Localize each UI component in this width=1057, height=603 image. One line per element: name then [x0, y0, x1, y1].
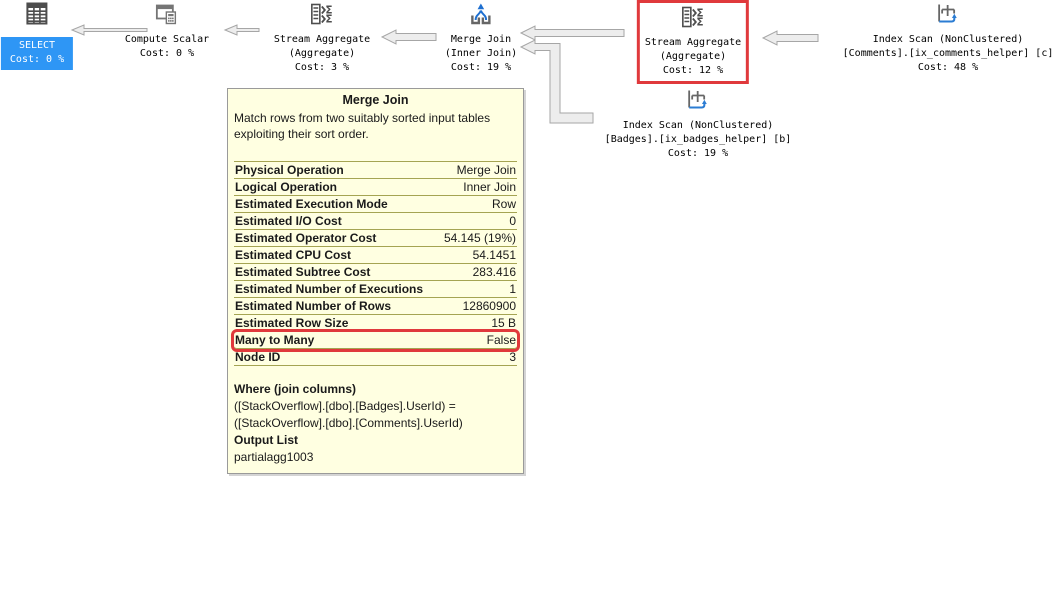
tooltip-row-label: Estimated Number of Executions: [235, 282, 424, 296]
tooltip-row-label: Estimated I/O Cost: [235, 214, 342, 228]
plan-node-index-scan-badges[interactable]: Index Scan (NonClustered) [Badges].[ix_b…: [604, 88, 792, 161]
tooltip-row-value: 12860900: [462, 299, 516, 313]
tooltip-row: Many to Many False: [234, 332, 517, 349]
node-cost: Cost: 19 %: [667, 148, 729, 159]
tooltip-row-label: Estimated Number of Rows: [235, 299, 392, 313]
select-highlight-box: SELECT Cost: 0 %: [0, 37, 74, 70]
tooltip-row: Estimated Number of Rows 12860900: [234, 298, 517, 315]
tooltip-row: Estimated I/O Cost 0: [234, 213, 517, 230]
tooltip-row-value: 0: [509, 214, 516, 228]
node-title: Merge Join: [450, 34, 512, 45]
plan-node-index-scan-comments[interactable]: Index Scan (NonClustered) [Comments].[ix…: [842, 2, 1054, 75]
tooltip-row-value: 3: [509, 350, 516, 364]
index-scan-icon: [686, 88, 710, 116]
tooltip-row-value: Row: [491, 197, 516, 211]
node-cost: Cost: 48 %: [917, 62, 979, 73]
node-title: Stream Aggregate: [273, 34, 371, 45]
node-title: Index Scan (NonClustered): [622, 120, 774, 131]
where-join-columns-label: Where (join columns): [234, 382, 357, 396]
plan-node-compute-scalar[interactable]: Compute Scalar Cost: 0 %: [125, 2, 209, 61]
node-subtitle: (Aggregate): [659, 51, 727, 62]
svg-text:Σ: Σ: [696, 17, 703, 29]
tooltip-row-label: Physical Operation: [235, 163, 344, 177]
arrow-badges-scan-to-merge-join: [519, 39, 594, 124]
tooltip-row-label: Many to Many: [235, 333, 315, 347]
output-list-label: Output List: [234, 433, 298, 447]
tooltip-row: Estimated CPU Cost 54.1451: [234, 247, 517, 264]
svg-text:Σ: Σ: [696, 8, 703, 20]
tooltip-row: Estimated Operator Cost 54.145 (19%): [234, 230, 517, 247]
operator-tooltip: Merge Join Match rows from two suitably …: [227, 88, 524, 474]
index-scan-icon: [936, 2, 960, 30]
tooltip-row: Estimated Number of Executions 1: [234, 281, 517, 298]
tooltip-row-label: Estimated Row Size: [235, 316, 349, 330]
tooltip-row: Estimated Row Size 15 B: [234, 315, 517, 332]
tooltip-row: Node ID 3: [234, 349, 517, 366]
tooltip-row-value: 1: [509, 282, 516, 296]
tooltip-description: Match rows from two suitably sorted inpu…: [234, 111, 491, 141]
node-subtitle: [Comments].[ix_comments_helper] [c]: [842, 48, 1054, 59]
node-title: Compute Scalar: [124, 34, 210, 45]
tooltip-row: Logical Operation Inner Join: [234, 179, 517, 196]
node-subtitle: (Inner Join): [444, 48, 518, 59]
tooltip-row-value: Merge Join: [456, 163, 516, 177]
where-join-columns-line: ([StackOverflow].[dbo].[Comments].UserId…: [234, 416, 463, 430]
tooltip-row-value: False: [486, 333, 516, 347]
compute-scalar-icon: [155, 2, 179, 30]
tooltip-row: Physical Operation Merge Join: [234, 162, 517, 179]
output-list-value: partialagg1003: [234, 450, 314, 464]
merge-join-icon: [469, 2, 493, 30]
tooltip-row: Estimated Subtree Cost 283.416: [234, 264, 517, 281]
tooltip-row-label: Node ID: [235, 350, 281, 364]
arrow-merge-join-to-stream-aggregate: [380, 29, 437, 45]
plan-node-select[interactable]: SELECT Cost: 0 %: [0, 2, 74, 70]
plan-node-merge-join[interactable]: Merge Join (Inner Join) Cost: 19 %: [445, 2, 517, 75]
where-join-columns-line: ([StackOverflow].[dbo].[Badges].UserId) …: [234, 399, 456, 413]
arrow-compute-scalar-to-select: [70, 24, 148, 36]
node-cost: Cost: 0 %: [139, 48, 195, 59]
node-title: Stream Aggregate: [644, 37, 742, 48]
node-subtitle: (Aggregate): [288, 48, 356, 59]
node-title: Index Scan (NonClustered): [872, 34, 1024, 45]
svg-text:Σ: Σ: [325, 5, 332, 17]
tooltip-row-value: 54.1451: [472, 248, 516, 262]
node-cost: Cost: 19 %: [450, 62, 512, 73]
tooltip-row-value: Inner Join: [463, 180, 516, 194]
node-subtitle: [Badges].[ix_badges_helper] [b]: [604, 134, 792, 145]
tooltip-row-label: Estimated CPU Cost: [235, 248, 352, 262]
svg-text:Σ: Σ: [325, 14, 332, 26]
node-cost: Cost: 12 %: [662, 65, 724, 76]
result-table-icon: [25, 2, 49, 30]
tooltip-row-label: Logical Operation: [235, 180, 338, 194]
tooltip-row: Estimated Execution Mode Row: [234, 196, 517, 213]
tooltip-row-value: 54.145 (19%): [443, 231, 516, 245]
arrow-stream-aggregate2-to-merge-join: [519, 25, 625, 41]
tooltip-title: Merge Join: [342, 93, 409, 107]
node-cost: Cost: 0 %: [9, 54, 65, 65]
node-cost: Cost: 3 %: [294, 62, 350, 73]
arrow-comments-scan-to-stream-aggregate2: [761, 30, 819, 46]
node-title: SELECT: [18, 40, 56, 51]
tooltip-row-label: Estimated Operator Cost: [235, 231, 377, 245]
tooltip-row-value: 15 B: [491, 316, 516, 330]
tooltip-row-label: Estimated Execution Mode: [235, 197, 388, 211]
tooltip-row-label: Estimated Subtree Cost: [235, 265, 371, 279]
arrow-stream-aggregate-to-compute-scalar: [223, 24, 260, 36]
tooltip-properties-table: Physical Operation Merge Join Logical Op…: [234, 161, 517, 366]
tooltip-row-value: 283.416: [472, 265, 516, 279]
tooltip-footer: Where (join columns) ([StackOverflow].[d…: [234, 381, 517, 466]
